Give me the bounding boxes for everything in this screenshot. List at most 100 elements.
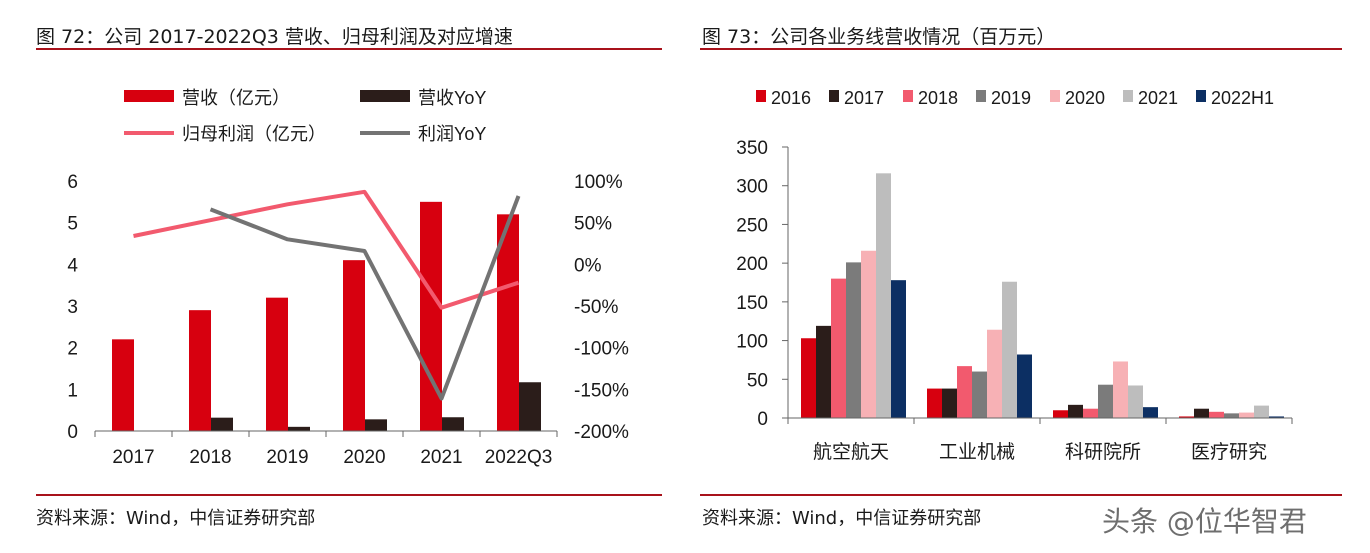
- line-profit: [133, 189, 520, 310]
- bar-revenue: [112, 339, 134, 431]
- bar-revenue-yoy: [442, 417, 464, 431]
- legend-swatch-2017: [829, 90, 839, 102]
- bar-2021: [1254, 405, 1269, 418]
- bar-2016: [801, 338, 816, 418]
- bar-revenue-yoy: [211, 417, 233, 431]
- left-chart-title: 图 72：公司 2017-2022Q3 营收、归母利润及对应增速: [36, 26, 513, 48]
- left-legend: 营收（亿元） 营收YoY 归母利润（亿元） 利润YoY: [124, 88, 486, 144]
- bar-revenue: [497, 214, 519, 431]
- bar-2016: [927, 388, 942, 418]
- x-axis-tick-label: 2020: [343, 447, 385, 468]
- legend-label-2016: 2016: [771, 88, 811, 108]
- legend-label-2020: 2020: [1065, 88, 1105, 108]
- right-y-axis-tick-label: 100: [736, 332, 768, 353]
- bar-2022H1: [891, 280, 906, 418]
- right-y-axis-tick-label: 350: [736, 138, 768, 159]
- left-axis-tick-label: 3: [67, 297, 78, 318]
- bar-2019: [972, 371, 987, 418]
- legend-swatch-2019: [976, 90, 986, 102]
- bar-2020: [1113, 361, 1128, 418]
- right-y-axis-tick-label: 150: [736, 293, 768, 314]
- legend-label-profit: 归母利润（亿元）: [182, 124, 326, 144]
- x-axis-tick-label: 2021: [420, 447, 462, 468]
- bar-2016: [1053, 410, 1068, 418]
- right-y-axis-tick-label: 250: [736, 215, 768, 236]
- right-axis-tick-label: -50%: [574, 297, 618, 318]
- legend-swatch-revenue: [124, 90, 174, 102]
- bar-2018: [831, 278, 846, 418]
- left-axis-tick-label: 6: [67, 172, 78, 193]
- bar-2018: [1083, 408, 1098, 418]
- bar-revenue: [266, 297, 288, 431]
- right-axis-tick-label: 50%: [574, 214, 612, 235]
- right-chart-source: 资料来源：Wind，中信证券研究部: [702, 508, 982, 529]
- bar-2022H1: [1017, 354, 1032, 418]
- bar-revenue-yoy: [288, 426, 310, 431]
- bar-2019: [846, 262, 861, 418]
- bar-revenue-yoy: [365, 419, 387, 431]
- right-axis-tick-label: -150%: [574, 380, 629, 401]
- bar-2022H1: [1269, 416, 1284, 418]
- bar-revenue: [343, 260, 365, 431]
- right-x-axis-tick-label: 工业机械: [939, 441, 1015, 463]
- bar-revenue-yoy: [519, 382, 541, 431]
- right-y-axis-tick-label: 200: [736, 254, 768, 275]
- bar-2021: [1128, 385, 1143, 418]
- right-y-axis-tick-label: 300: [736, 177, 768, 198]
- legend-swatch-2021: [1123, 90, 1133, 102]
- right-chart-title: 图 73：公司各业务线营收情况（百万元）: [702, 26, 1056, 48]
- bar-2020: [861, 250, 876, 418]
- left-source-rule: [36, 494, 662, 496]
- bar-2017: [1194, 408, 1209, 418]
- x-axis-tick-label: 2018: [189, 447, 231, 468]
- left-axis-tick-label: 0: [67, 422, 78, 443]
- bar-2020: [987, 329, 1002, 418]
- legend-label-2017: 2017: [844, 88, 884, 108]
- bar-2018: [957, 366, 972, 418]
- right-axis-tick-label: -100%: [574, 339, 629, 360]
- bar-2017: [816, 325, 831, 418]
- left-axis-tick-label: 2: [67, 339, 78, 360]
- right-legend: 2016 2017 2018 2019 2020 2021 2022H1: [756, 88, 1274, 108]
- bar-2020: [1239, 412, 1254, 418]
- bar-revenue: [420, 201, 442, 431]
- right-x-axis-tick-label: 科研院所: [1065, 441, 1141, 463]
- legend-label-profit-yoy: 利润YoY: [418, 124, 486, 144]
- x-axis-tick-label: 2017: [112, 447, 154, 468]
- bar-2018: [1209, 411, 1224, 418]
- legend-label-2021: 2021: [1138, 88, 1178, 108]
- legend-swatch-revenue-yoy: [360, 90, 410, 102]
- right-axis-tick-label: 0%: [574, 255, 602, 276]
- bar-2016: [1179, 416, 1194, 418]
- bar-2017: [942, 388, 957, 418]
- bar-2019: [1098, 384, 1113, 418]
- left-axis-tick-label: 1: [67, 380, 78, 401]
- legend-label-revenue-yoy: 营收YoY: [418, 88, 486, 108]
- left-plot-area: 0 1 2 3 4 5 6 -200% -150% -100% -50% 0% 50% 100% 2017 2…: [67, 172, 629, 468]
- left-axis-tick-label: 5: [67, 214, 78, 235]
- right-axis-tick-label: -200%: [574, 422, 629, 443]
- legend-label-2018: 2018: [918, 88, 958, 108]
- right-x-axis-tick-label: 航空航天: [813, 441, 889, 463]
- right-axis-tick-label: 100%: [574, 172, 623, 193]
- x-axis-tick-label: 2022Q3: [485, 447, 553, 468]
- legend-label-2019: 2019: [991, 88, 1031, 108]
- legend-label-revenue: 营收（亿元）: [182, 88, 290, 108]
- x-axis-tick-label: 2019: [266, 447, 308, 468]
- legend-swatch-2016: [756, 90, 766, 102]
- right-plot-area: 0 50 100 150 200 250 300 350 航空航天 工业机械 科研院所 医疗研究: [736, 138, 1293, 463]
- right-y-axis-tick-label: 0: [757, 409, 768, 430]
- legend-label-2022H1: 2022H1: [1211, 88, 1274, 108]
- left-title-rule: [36, 48, 662, 50]
- left-axis-tick-label: 4: [67, 255, 78, 276]
- right-title-rule: [700, 48, 1342, 50]
- right-y-axis-tick-label: 50: [747, 370, 768, 391]
- right-source-rule: [700, 494, 1342, 496]
- left-chart-source: 资料来源：Wind，中信证券研究部: [36, 508, 316, 529]
- watermark: 头条 @位华智君: [1102, 505, 1307, 538]
- bar-2017: [1068, 404, 1083, 418]
- legend-swatch-2020: [1050, 90, 1060, 102]
- line-profit-yoy: [209, 195, 521, 401]
- bar-2021: [876, 173, 891, 418]
